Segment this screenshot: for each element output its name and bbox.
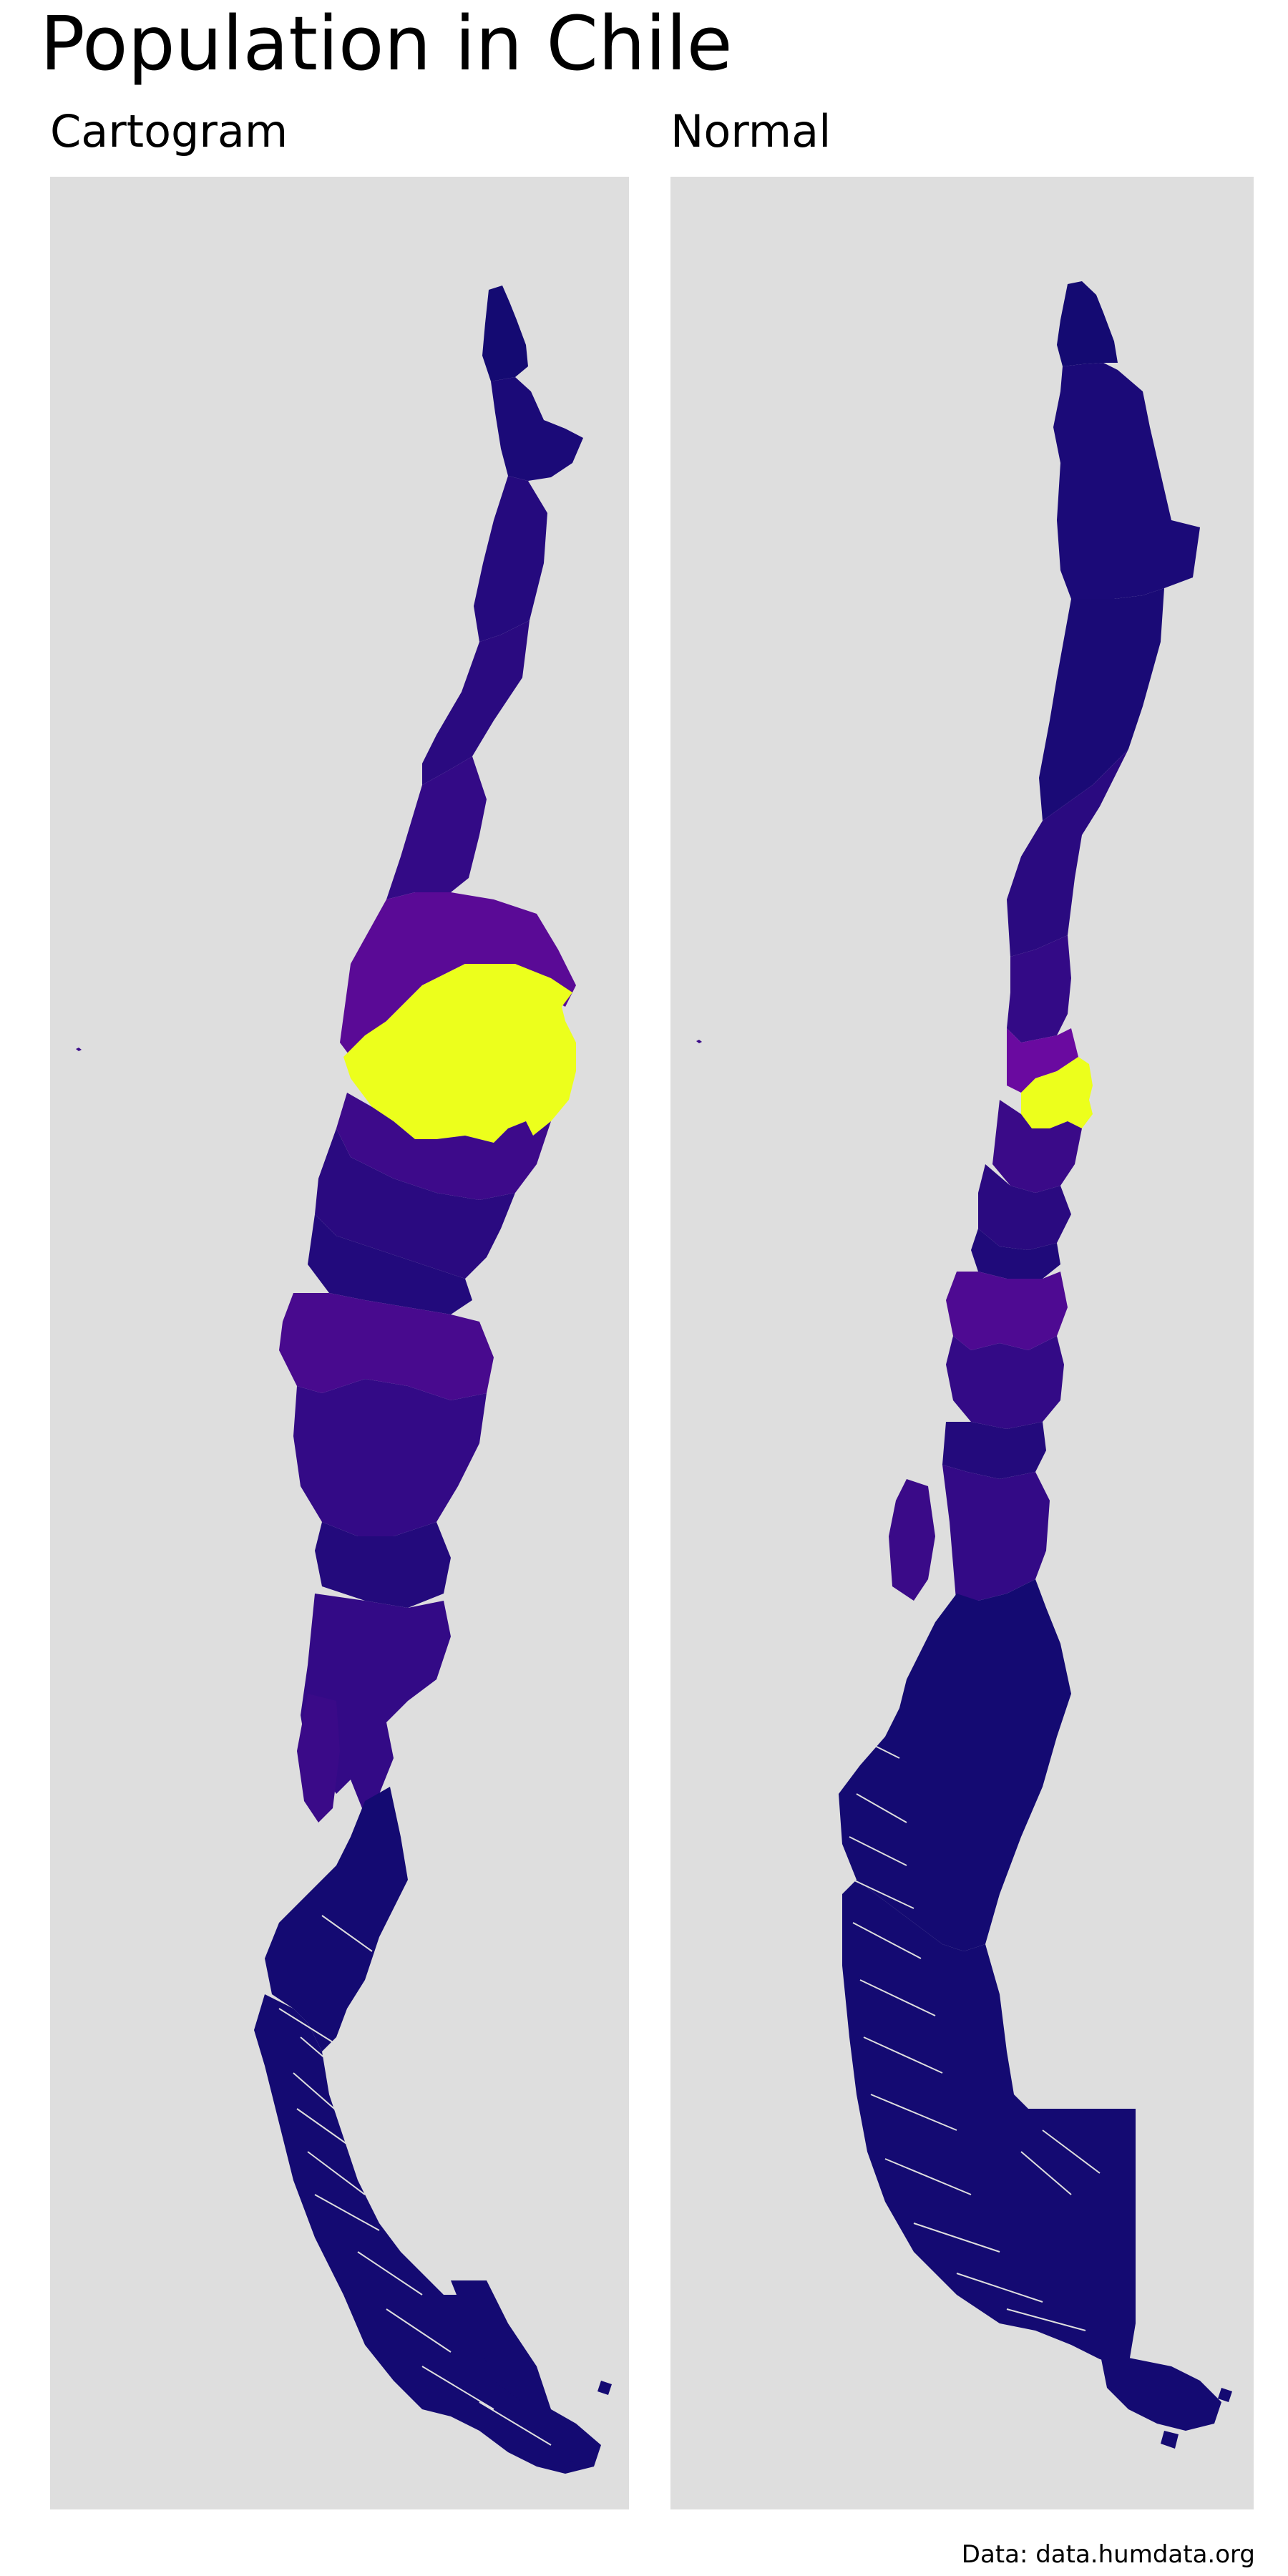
- region-ohiggins: [992, 1100, 1082, 1193]
- region-antofagasta: [1039, 588, 1164, 821]
- region-araucania: [946, 1336, 1064, 1429]
- region-biobio: [946, 1272, 1068, 1350]
- region-valparaiso: [1007, 1028, 1078, 1093]
- region-chiloe: [297, 1694, 340, 1823]
- fjord-lines: [849, 1736, 1101, 2331]
- region-chiloe: [889, 1479, 935, 1601]
- region-araucania: [293, 1379, 487, 1536]
- region-magallanes: [254, 1994, 601, 2474]
- island-south-2: [1161, 2431, 1179, 2449]
- region-tarapaca: [491, 377, 583, 481]
- region-los-lagos: [942, 1465, 1050, 1608]
- page-title: Population in Chile: [40, 0, 733, 87]
- region-antofagasta: [474, 476, 547, 642]
- normal-map: [696, 281, 1232, 2449]
- cartogram-regions: [76, 286, 612, 2474]
- region-nuble: [308, 1214, 472, 1314]
- fjord-lines: [278, 1915, 552, 2446]
- panel-title-cartogram: Cartogram: [50, 105, 288, 157]
- region-ohiggins: [336, 1093, 551, 1200]
- island-juan-fernandez: [696, 1040, 702, 1043]
- region-atacama: [1007, 749, 1128, 957]
- region-biobio: [279, 1293, 494, 1400]
- region-maule: [315, 1128, 515, 1279]
- region-aysen: [839, 1579, 1071, 1951]
- cartogram-map: [76, 286, 612, 2474]
- region-arica: [482, 286, 528, 381]
- region-magallanes-east: [451, 2280, 551, 2409]
- region-coquimbo: [1007, 935, 1071, 1043]
- region-atacama: [422, 620, 530, 785]
- island-juan-fernandez: [76, 1048, 82, 1051]
- region-los-rios: [315, 1522, 451, 1608]
- region-arica: [1057, 281, 1118, 366]
- region-los-rios: [942, 1422, 1046, 1479]
- region-magallanes: [842, 1880, 1136, 2366]
- data-source-caption: Data: data.humdata.org: [961, 2540, 1255, 2569]
- island-south-1: [597, 2381, 612, 2395]
- normal-regions: [696, 281, 1232, 2449]
- cartogram-map-panel: [50, 177, 629, 2509]
- region-maule: [978, 1164, 1071, 1250]
- region-tierra-del-fuego: [1100, 2352, 1221, 2431]
- panel-title-normal: Normal: [670, 105, 831, 157]
- region-valparaiso: [340, 892, 576, 1057]
- region-coquimbo: [386, 756, 487, 899]
- island-south-2: [562, 2445, 580, 2463]
- island-south-1: [1218, 2388, 1232, 2402]
- region-metropolitana: [343, 964, 576, 1143]
- normal-map-panel: [670, 177, 1254, 2509]
- region-nuble: [971, 1229, 1060, 1279]
- region-tarapaca: [1053, 363, 1200, 599]
- region-metropolitana: [1021, 1057, 1093, 1128]
- region-aysen: [265, 1787, 408, 2051]
